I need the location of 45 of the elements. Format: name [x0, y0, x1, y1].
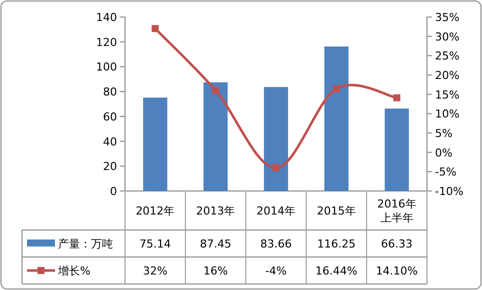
y-tick-label: 80 [103, 86, 117, 99]
data-label: 116.25 [317, 238, 356, 250]
y2-tick-label: 25% [435, 50, 460, 63]
x-tick-label: 2012年 [136, 204, 175, 218]
legend-label: 增长% [57, 264, 90, 278]
bar [143, 98, 168, 191]
data-label: 16.44% [315, 264, 358, 278]
point [212, 86, 220, 94]
legend-label: 产量：万吨 [58, 238, 113, 250]
x-tick-label: 2014年 [256, 204, 296, 218]
y-tick-label: 140 [96, 11, 117, 24]
bar [264, 87, 288, 191]
point [152, 25, 159, 32]
bar [324, 46, 348, 191]
data-label: 83.66 [260, 238, 292, 250]
data-label: 75.14 [139, 238, 171, 250]
x-tick-label: 2015年 [316, 204, 356, 218]
y2-tick-label: 15% [435, 88, 460, 102]
data-label: 32% [142, 264, 168, 278]
y-tick-label: 60 [103, 110, 117, 124]
y-tick-label: 0 [110, 185, 117, 198]
data-label: 87.45 [200, 238, 232, 250]
data-label: -4% [265, 264, 287, 278]
y-tick-label: 100 [96, 60, 117, 74]
y2-tick-label: 20% [435, 69, 460, 82]
point [393, 94, 400, 102]
y2-tick-label: -10% [435, 185, 464, 198]
y-tick-label: 40 [103, 135, 117, 148]
y2-tick-label: 0% [435, 146, 452, 160]
y2-tick-label: 30% [435, 30, 460, 44]
y2-tick-label: 5% [435, 127, 452, 140]
y2-tick-label: -5% [435, 166, 456, 179]
data-label: 66.33 [381, 238, 413, 250]
bar [384, 108, 409, 191]
y-tick-label: 120 [96, 36, 117, 49]
data-label: 14.10% [376, 264, 418, 278]
data-label: 16% [203, 264, 228, 278]
y-tick-label: 20 [103, 160, 117, 174]
x-tick-label: 2016年上半年 [377, 198, 416, 224]
bar [204, 82, 228, 191]
x-tick-label: 2013年 [196, 204, 236, 218]
y2-tick-label: 35% [435, 11, 460, 24]
point [272, 164, 280, 172]
y2-tick-label: 10% [435, 108, 460, 121]
point [332, 85, 340, 92]
